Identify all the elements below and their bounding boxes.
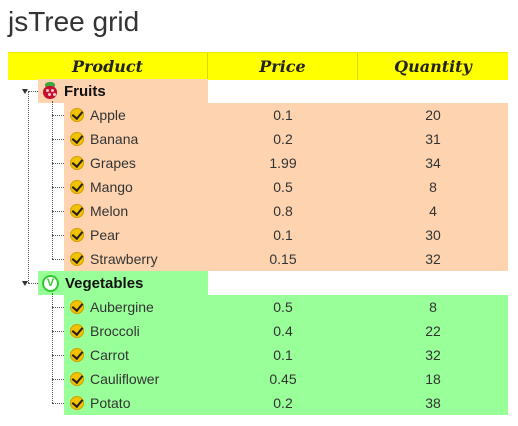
quantity-cell: 8 bbox=[358, 175, 508, 199]
tree-node-vegetables[interactable]: V Vegetables bbox=[38, 271, 208, 295]
vegetable-v-icon: V bbox=[42, 274, 59, 292]
item-name: Aubergine bbox=[90, 299, 154, 315]
price-cell: 0.2 bbox=[208, 391, 358, 415]
tree-connector bbox=[52, 293, 53, 403]
tree-connector bbox=[52, 259, 64, 260]
column-header-quantity[interactable]: Quantity bbox=[394, 57, 472, 76]
tree-node-item[interactable]: Broccoli bbox=[64, 319, 208, 343]
checkmark-icon[interactable] bbox=[70, 396, 84, 410]
item-name: Carrot bbox=[90, 347, 129, 363]
tree-connector bbox=[52, 187, 64, 188]
quantity-cell: 34 bbox=[358, 151, 508, 175]
item-name: Melon bbox=[90, 203, 129, 219]
price-cell: 0.2 bbox=[208, 127, 358, 151]
price-cell: 0.1 bbox=[208, 343, 358, 367]
tree-connector bbox=[52, 403, 64, 404]
tree-connector bbox=[52, 139, 64, 140]
price-cell: 0.8 bbox=[208, 199, 358, 223]
item-name: Mango bbox=[90, 179, 133, 195]
quantity-cell: 20 bbox=[358, 103, 508, 127]
quantity-cell: 30 bbox=[358, 223, 508, 247]
tree-connector bbox=[28, 91, 29, 283]
column-header-product[interactable]: Product bbox=[8, 53, 208, 80]
price-cell: 0.1 bbox=[208, 103, 358, 127]
item-name: Strawberry bbox=[90, 251, 158, 267]
price-cell: 0.4 bbox=[208, 319, 358, 343]
price-cell: 0.1 bbox=[208, 223, 358, 247]
tree-node-item[interactable]: Pear bbox=[64, 223, 208, 247]
tree-connector bbox=[52, 163, 64, 164]
column-header-price[interactable]: Price bbox=[208, 53, 358, 80]
tree-node-label: Vegetables bbox=[65, 274, 144, 292]
tree-node-label: Fruits bbox=[64, 82, 106, 100]
tree-node-item[interactable]: Potato bbox=[64, 391, 208, 415]
quantity-cell: 32 bbox=[358, 247, 508, 271]
checkmark-icon[interactable] bbox=[70, 180, 84, 194]
tree-connector bbox=[52, 331, 64, 332]
checkmark-icon[interactable] bbox=[70, 132, 84, 146]
item-name: Cauliflower bbox=[90, 371, 160, 387]
price-cell: 0.45 bbox=[208, 367, 358, 391]
raspberry-icon bbox=[42, 82, 58, 100]
tree-connector bbox=[28, 283, 38, 284]
grid-header: Product Price Quantity bbox=[8, 52, 508, 80]
item-name: Broccoli bbox=[90, 323, 140, 339]
quantity-cell: 18 bbox=[358, 367, 508, 391]
tree-connector bbox=[52, 235, 64, 236]
tree-node-item[interactable]: Carrot bbox=[64, 343, 208, 367]
tree-node-fruits[interactable]: Fruits bbox=[38, 79, 208, 103]
checkmark-icon[interactable] bbox=[70, 228, 84, 242]
tree-connector bbox=[52, 307, 64, 308]
quantity-cell: 32 bbox=[358, 343, 508, 367]
tree-node-item[interactable]: Strawberry bbox=[64, 247, 208, 271]
tree-node-item[interactable]: Mango bbox=[64, 175, 208, 199]
price-cell: 0.15 bbox=[208, 247, 358, 271]
checkmark-icon[interactable] bbox=[70, 372, 84, 386]
checkmark-icon[interactable] bbox=[70, 156, 84, 170]
price-cell: 0.5 bbox=[208, 295, 358, 319]
price-cell: 1.99 bbox=[208, 151, 358, 175]
item-name: Apple bbox=[90, 107, 126, 123]
price-cell: 0.5 bbox=[208, 175, 358, 199]
checkmark-icon[interactable] bbox=[70, 300, 84, 314]
tree-node-item[interactable]: Melon bbox=[64, 199, 208, 223]
tree-connector bbox=[52, 115, 64, 116]
tree-connector bbox=[52, 101, 53, 259]
item-name: Potato bbox=[90, 395, 131, 411]
tree-connector bbox=[28, 91, 38, 92]
tree-connector bbox=[52, 355, 64, 356]
tree-connector bbox=[52, 211, 64, 212]
tree-node-item[interactable]: Banana bbox=[64, 127, 208, 151]
checkmark-icon[interactable] bbox=[70, 108, 84, 122]
item-name: Banana bbox=[90, 131, 139, 147]
checkmark-icon[interactable] bbox=[70, 204, 84, 218]
tree-node-item[interactable]: Grapes bbox=[64, 151, 208, 175]
expand-toggle-icon[interactable] bbox=[22, 89, 28, 94]
quantity-cell: 38 bbox=[358, 391, 508, 415]
expand-toggle-icon[interactable] bbox=[22, 281, 28, 286]
page-title: jsTree grid bbox=[8, 6, 140, 37]
tree-connector bbox=[52, 379, 64, 380]
quantity-cell: 8 bbox=[358, 295, 508, 319]
tree-node-item[interactable]: Apple bbox=[64, 103, 208, 127]
item-name: Grapes bbox=[90, 155, 136, 171]
quantity-cell: 22 bbox=[358, 319, 508, 343]
quantity-cell: 4 bbox=[358, 199, 508, 223]
tree-node-item[interactable]: Aubergine bbox=[64, 295, 208, 319]
checkmark-icon[interactable] bbox=[70, 324, 84, 338]
quantity-cell: 31 bbox=[358, 127, 508, 151]
tree-node-item[interactable]: Cauliflower bbox=[64, 367, 208, 391]
checkmark-icon[interactable] bbox=[70, 252, 84, 266]
checkmark-icon[interactable] bbox=[70, 348, 84, 362]
item-name: Pear bbox=[90, 227, 120, 243]
